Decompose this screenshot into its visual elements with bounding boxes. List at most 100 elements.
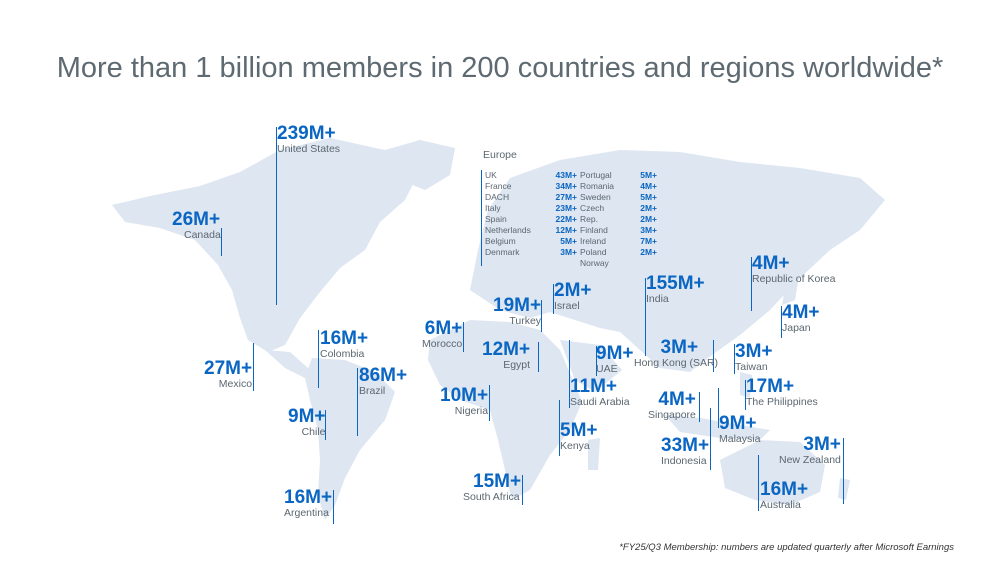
- marker-morocco: 6M+ Morocco: [422, 319, 462, 350]
- newzealand-line: [843, 438, 844, 504]
- europe-left-labels: UK France DACH Italy Spain Netherlands B…: [485, 170, 531, 258]
- marker-value: 16M+: [760, 479, 809, 500]
- europe-country: Poland: [580, 247, 607, 257]
- philippines-line: [745, 380, 746, 410]
- europe-country: Portugal: [580, 170, 612, 180]
- marker-value: 16M+: [284, 487, 333, 508]
- marker-philippines: 17M+ The Philippines: [746, 377, 818, 408]
- marker-value: 16M+: [320, 328, 369, 349]
- marker-label: Argentina: [284, 507, 329, 519]
- indonesia-line: [710, 408, 711, 470]
- madagascar-landmass: [588, 438, 600, 470]
- europe-value: 3M+: [560, 247, 577, 257]
- marker-label: Turkey: [509, 315, 542, 327]
- europe-value: 22M+: [555, 214, 578, 224]
- europe-country: Romania: [580, 181, 615, 191]
- southafrica-line: [522, 475, 523, 505]
- marker-israel: 2M+ Israel: [554, 281, 592, 312]
- europe-country: Ireland: [580, 236, 606, 246]
- marker-label: Taiwan: [735, 361, 768, 373]
- central-america-landmass: [265, 350, 318, 382]
- marker-hong-kong: 3M+ Hong Kong (SAR): [634, 338, 718, 369]
- marker-south-africa: 15M+ South Africa: [463, 472, 521, 503]
- egypt-line: [538, 342, 539, 372]
- marker-label: Colombia: [320, 348, 365, 360]
- hongkong-line: [713, 340, 714, 372]
- europe-country: Belgium: [485, 236, 516, 246]
- marker-uae: 9M+ UAE: [596, 344, 634, 375]
- europe-country: Netherlands: [485, 225, 531, 235]
- marker-value: 9M+: [596, 343, 634, 364]
- africa-landmass: [428, 320, 582, 500]
- marker-label: Mexico: [218, 378, 253, 390]
- arabia-landmass: [560, 340, 622, 392]
- marker-value: 4M+: [752, 253, 790, 274]
- europe-value: 23M+: [555, 203, 578, 213]
- marker-malaysia: 9M+ Malaysia: [719, 414, 760, 445]
- europe-value: 3M+: [640, 225, 657, 235]
- marker-label: Saudi Arabia: [570, 396, 630, 408]
- indonesia-landmass: [665, 415, 770, 440]
- korea-line: [751, 257, 752, 311]
- marker-value: 239M+: [277, 123, 336, 144]
- marker-new-zealand: 3M+ New Zealand: [779, 435, 841, 466]
- europe-country: UK: [485, 170, 497, 180]
- turkey-line: [541, 300, 542, 332]
- europe-value: 2M+: [640, 247, 657, 257]
- australia-landmass: [720, 440, 825, 505]
- australia-line: [758, 455, 759, 511]
- europe-country: Norway: [580, 258, 609, 268]
- south-america-landmass: [305, 358, 395, 520]
- marker-label: Brazil: [359, 385, 386, 397]
- europe-country: Spain: [485, 214, 507, 224]
- marker-label: UAE: [596, 363, 618, 375]
- marker-label: Nigeria: [454, 405, 489, 417]
- japan-line: [781, 306, 782, 338]
- europe-country: DACH: [485, 192, 510, 202]
- mexico-line: [253, 343, 254, 391]
- marker-value: 4M+: [782, 302, 820, 323]
- kenya-line: [559, 400, 560, 456]
- marker-value: 33M+: [661, 435, 710, 456]
- marker-taiwan: 3M+ Taiwan: [735, 342, 773, 373]
- marker-japan: 4M+ Japan: [782, 303, 820, 334]
- chile-line: [325, 410, 326, 440]
- marker-argentina: 16M+ Argentina: [284, 488, 332, 519]
- marker-value: 26M+: [172, 209, 221, 230]
- marker-kenya: 5M+ Kenya: [560, 421, 598, 452]
- marker-label: Australia: [760, 499, 801, 511]
- europe-value: 7M+: [640, 236, 657, 246]
- marker-value: 3M+: [735, 341, 773, 362]
- marker-value: 2M+: [554, 280, 592, 301]
- marker-label: Republic of Korea: [752, 273, 836, 285]
- europe-country: Denmark: [485, 247, 520, 257]
- marker-turkey: 19M+ Turkey: [493, 296, 541, 327]
- europe-country: Italy: [485, 203, 501, 213]
- marker-label: The Philippines: [746, 396, 818, 408]
- marker-value: 155M+: [646, 273, 705, 294]
- europe-country: Czech Rep.: [580, 203, 605, 224]
- uae-line: [596, 346, 597, 376]
- greenland-landmass: [385, 140, 455, 190]
- marker-value: 9M+: [288, 406, 326, 427]
- marker-korea: 4M+ Republic of Korea: [752, 254, 835, 285]
- argentina-line: [333, 490, 334, 524]
- europe-value: 5M+: [560, 236, 577, 246]
- marker-label: India: [646, 293, 669, 305]
- page-title: More than 1 billion members in 200 count…: [56, 52, 944, 84]
- taiwan-line: [734, 344, 735, 374]
- marker-colombia: 16M+ Colombia: [320, 329, 368, 360]
- marker-label: Japan: [782, 322, 811, 334]
- europe-value: 2M+: [640, 214, 657, 224]
- marker-mexico: 27M+ Mexico: [204, 359, 252, 390]
- marker-label: Kenya: [560, 440, 590, 452]
- europe-left-values: 43M+ 34M+ 27M+ 23M+ 22M+ 12M+ 5M+ 3M+: [549, 170, 578, 258]
- marker-label: New Zealand: [779, 454, 841, 466]
- europe-value: 5M+: [640, 192, 657, 202]
- marker-singapore: 4M+ Singapore: [648, 390, 696, 421]
- marker-value: 17M+: [746, 376, 795, 397]
- marker-value: 10M+: [440, 385, 489, 406]
- saudi-line: [569, 340, 570, 408]
- marker-label: Israel: [554, 300, 580, 312]
